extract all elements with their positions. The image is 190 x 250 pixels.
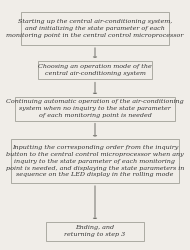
- Bar: [15, 97, 175, 121]
- Text: Starting up the central air-conditioning system,
and initializing the state para: Starting up the central air-conditioning…: [6, 20, 184, 38]
- Text: Inputting the corresponding order from the inquiry
button to the central control: Inputting the corresponding order from t…: [6, 145, 184, 177]
- Bar: [21, 12, 169, 45]
- Text: Choosing an operation mode of the
central air-conditioning system: Choosing an operation mode of the centra…: [38, 64, 152, 76]
- Bar: [11, 140, 179, 183]
- Text: Ending, and
returning to step 3: Ending, and returning to step 3: [64, 225, 126, 237]
- Text: Continuing automatic operation of the air-conditioning
system when no inquiry to: Continuing automatic operation of the ai…: [6, 100, 184, 118]
- Bar: [38, 60, 152, 80]
- Bar: [46, 222, 144, 240]
